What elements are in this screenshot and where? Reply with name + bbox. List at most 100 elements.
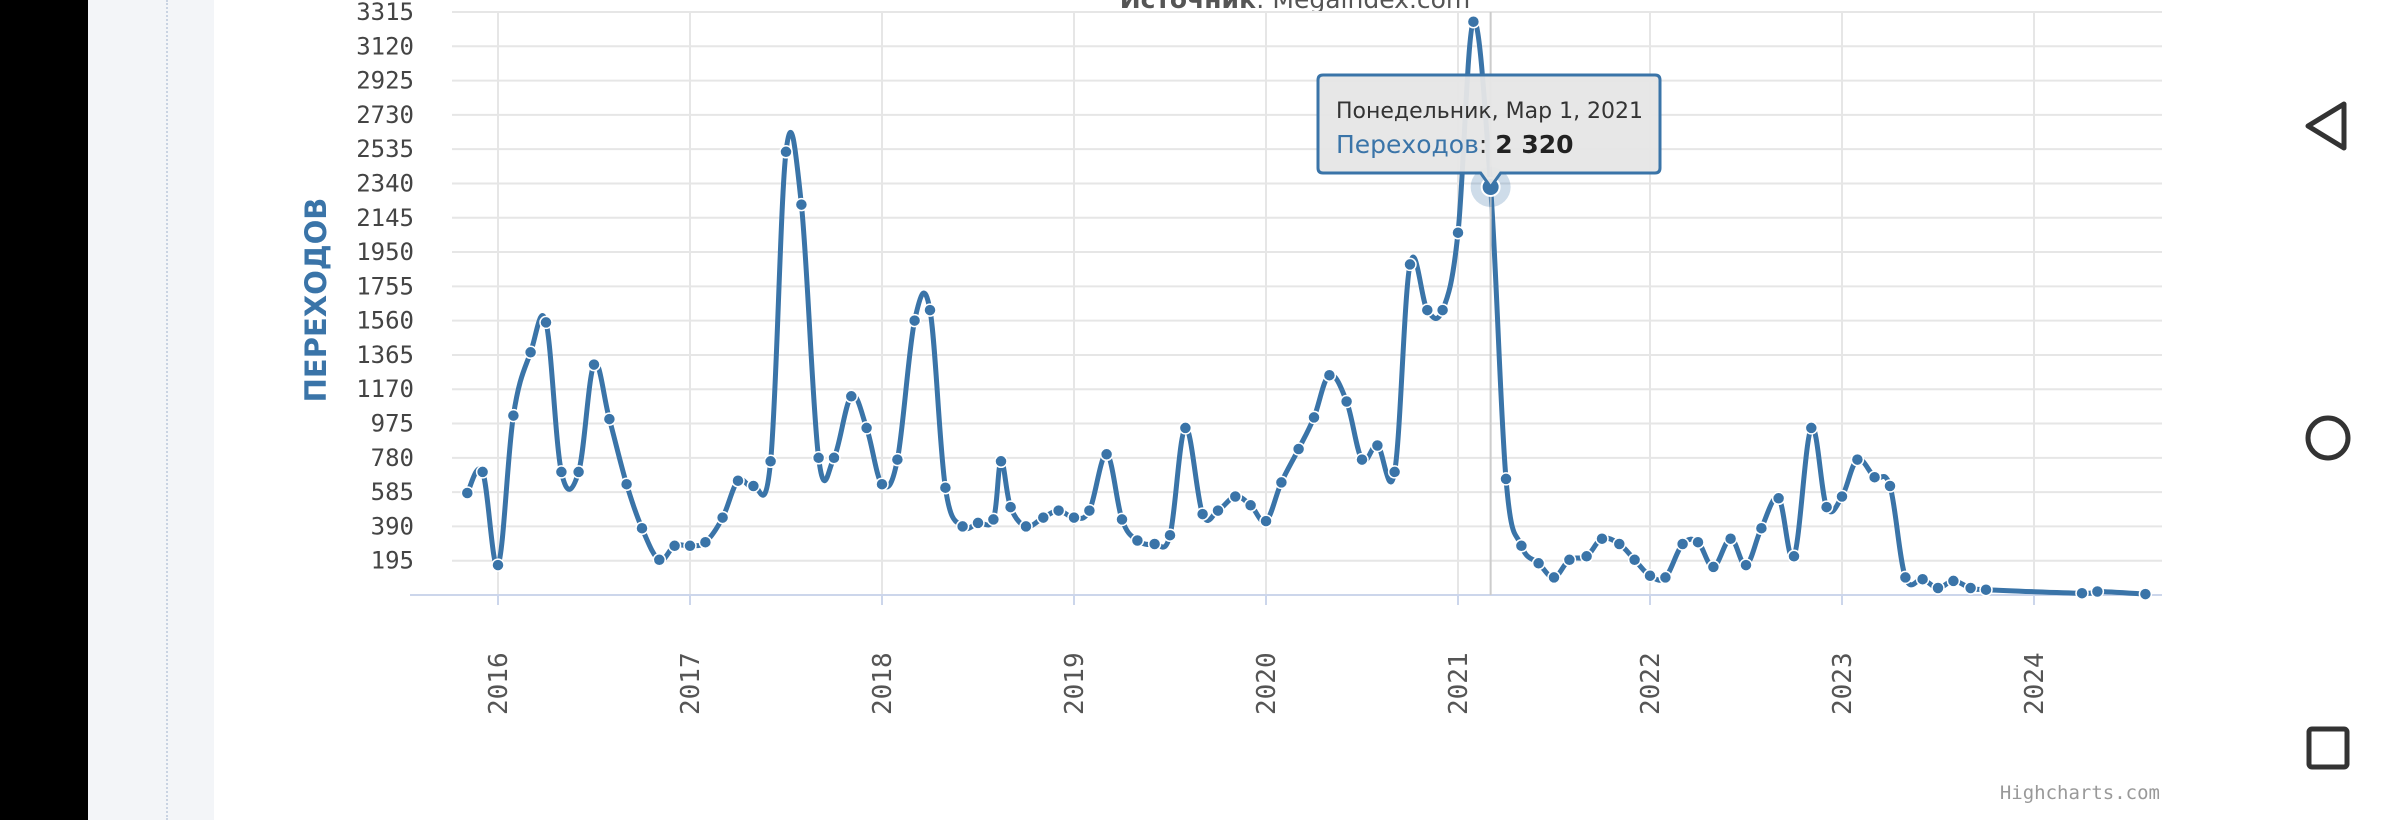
data-point[interactable] <box>1147 537 1162 551</box>
data-point[interactable] <box>1339 394 1354 409</box>
data-point[interactable] <box>1082 503 1097 518</box>
data-point[interactable] <box>844 389 859 404</box>
data-point[interactable] <box>1819 500 1834 514</box>
data-point[interactable] <box>1228 489 1243 504</box>
data-point[interactable] <box>1531 556 1546 571</box>
data-point[interactable] <box>475 465 490 479</box>
data-point[interactable] <box>1883 479 1897 493</box>
data-point[interactable] <box>1420 303 1435 317</box>
data-point[interactable] <box>1754 521 1769 535</box>
data-point[interactable] <box>1979 582 1993 597</box>
data-point[interactable] <box>1259 514 1273 528</box>
data-point[interactable] <box>875 477 889 491</box>
data-point[interactable] <box>1579 549 1594 564</box>
data-point[interactable] <box>667 539 682 553</box>
data-point[interactable] <box>1627 553 1642 567</box>
data-point[interactable] <box>1691 535 1705 549</box>
data-point[interactable] <box>635 521 649 535</box>
data-point[interactable] <box>1019 519 1033 534</box>
data-point[interactable] <box>1547 570 1561 585</box>
data-point[interactable] <box>1675 537 1690 551</box>
data-point[interactable] <box>1067 510 1081 525</box>
data-point[interactable] <box>1115 512 1129 527</box>
data-point[interactable] <box>1178 421 1193 435</box>
credits-link[interactable]: Highcharts.com <box>2000 782 2160 804</box>
data-point[interactable] <box>811 451 826 465</box>
data-point[interactable] <box>1403 257 1417 272</box>
data-point[interactable] <box>1562 553 1577 567</box>
data-point[interactable] <box>698 535 713 549</box>
data-point[interactable] <box>746 479 761 493</box>
data-point[interactable] <box>1514 539 1529 553</box>
data-point[interactable] <box>794 197 809 212</box>
data-point[interactable] <box>715 510 730 525</box>
recents-icon[interactable] <box>2298 718 2358 778</box>
data-point[interactable] <box>2075 586 2089 600</box>
data-point[interactable] <box>1322 368 1337 382</box>
data-point[interactable] <box>1211 503 1225 518</box>
home-icon[interactable] <box>2298 408 2358 468</box>
data-point[interactable] <box>1898 570 1913 585</box>
data-point[interactable] <box>1658 570 1673 585</box>
data-point[interactable] <box>491 558 505 572</box>
data-point[interactable] <box>1291 442 1306 456</box>
data-point[interactable] <box>1946 574 1961 588</box>
data-point[interactable] <box>539 315 553 330</box>
data-point[interactable] <box>986 512 1001 527</box>
back-icon[interactable] <box>2298 96 2358 156</box>
data-point[interactable] <box>859 421 874 435</box>
data-point[interactable] <box>1370 438 1385 453</box>
data-point[interactable] <box>2090 584 2105 599</box>
data-point[interactable] <box>1771 491 1786 506</box>
data-point[interactable] <box>827 451 841 465</box>
data-point[interactable] <box>923 303 937 317</box>
data-point[interactable] <box>587 357 601 372</box>
data-point[interactable] <box>571 465 586 479</box>
data-point[interactable] <box>683 539 697 553</box>
data-point[interactable] <box>523 345 538 360</box>
data-point[interactable] <box>1835 489 1849 504</box>
data-point[interactable] <box>1612 537 1627 551</box>
data-point[interactable] <box>955 519 970 534</box>
data-point[interactable] <box>1130 533 1145 548</box>
data-point[interactable] <box>731 473 745 488</box>
data-point[interactable] <box>506 408 521 423</box>
data-point[interactable] <box>971 516 985 530</box>
data-point[interactable] <box>1163 528 1177 542</box>
data-point[interactable] <box>1051 503 1066 518</box>
data-point[interactable] <box>1003 500 1018 514</box>
data-point[interactable] <box>994 454 1008 469</box>
data-point[interactable] <box>1850 452 1865 467</box>
data-point[interactable] <box>1867 470 1882 484</box>
data-point[interactable] <box>1466 14 1481 29</box>
data-point[interactable] <box>1435 303 1450 317</box>
data-point[interactable] <box>1706 560 1721 574</box>
data-point[interactable] <box>1099 447 1114 462</box>
data-point[interactable] <box>779 145 793 159</box>
data-point[interactable] <box>1804 421 1819 435</box>
data-point[interactable] <box>2138 587 2153 601</box>
data-point[interactable] <box>1915 572 1930 586</box>
data-point[interactable] <box>1307 410 1321 425</box>
data-point[interactable] <box>1595 531 1609 546</box>
data-point[interactable] <box>460 486 475 500</box>
data-point[interactable] <box>1643 568 1657 583</box>
data-point[interactable] <box>602 412 617 426</box>
data-point[interactable] <box>1387 465 1402 479</box>
data-point[interactable] <box>763 454 778 469</box>
data-point[interactable] <box>938 480 953 495</box>
data-point[interactable] <box>890 452 905 467</box>
data-point[interactable] <box>554 465 569 479</box>
data-point[interactable] <box>1499 472 1513 486</box>
data-point[interactable] <box>1739 558 1753 572</box>
data-point[interactable] <box>1963 581 1978 595</box>
data-point[interactable] <box>619 477 634 491</box>
data-point[interactable] <box>1243 498 1258 513</box>
data-point[interactable] <box>652 553 667 567</box>
data-point[interactable] <box>907 313 922 328</box>
data-point[interactable] <box>1931 581 1945 595</box>
data-point[interactable] <box>1195 507 1210 521</box>
data-point[interactable] <box>1787 549 1801 564</box>
data-point[interactable] <box>1723 531 1738 546</box>
data-point[interactable] <box>1355 452 1369 467</box>
